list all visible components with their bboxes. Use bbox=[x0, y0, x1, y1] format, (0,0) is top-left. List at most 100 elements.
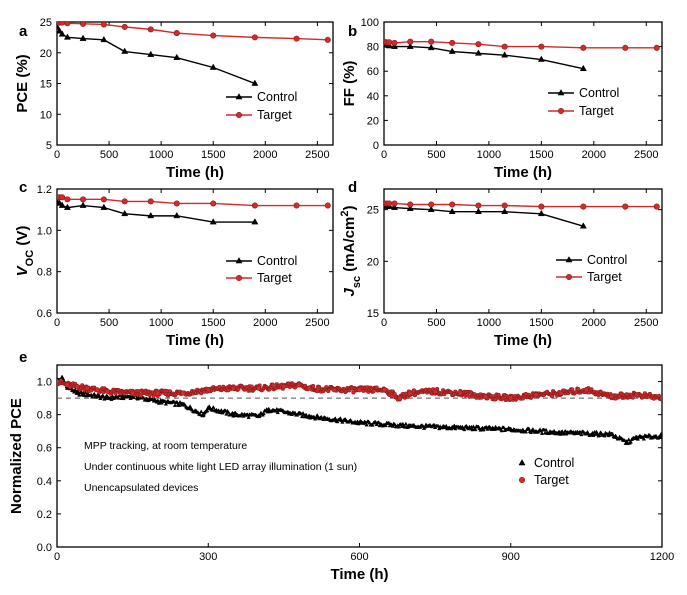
legend-label: Target bbox=[587, 270, 622, 284]
data-point bbox=[94, 393, 101, 399]
data-point bbox=[634, 392, 640, 398]
data-point bbox=[130, 390, 136, 396]
data-point bbox=[653, 44, 660, 51]
panel-letter: c bbox=[19, 179, 27, 196]
x-axis-title: Time (h) bbox=[330, 566, 388, 583]
series-line bbox=[57, 22, 328, 41]
data-point bbox=[659, 395, 662, 401]
data-point bbox=[508, 395, 514, 401]
data-point bbox=[74, 390, 80, 395]
data-point bbox=[622, 203, 629, 210]
series-line bbox=[384, 43, 584, 70]
plot-frame bbox=[56, 188, 334, 314]
y-tick-label: 0.4 bbox=[37, 476, 52, 488]
trace-mark bbox=[138, 393, 143, 398]
data-point bbox=[84, 385, 90, 391]
y-axis-symbol: J bbox=[341, 287, 358, 296]
data-point bbox=[173, 30, 180, 37]
data-point bbox=[121, 23, 128, 30]
trace-mark bbox=[90, 394, 95, 399]
data-point bbox=[79, 201, 87, 208]
x-tick-label: 2500 bbox=[634, 149, 658, 161]
trace-mark bbox=[83, 390, 88, 395]
plot-area bbox=[384, 200, 660, 229]
data-point bbox=[386, 200, 393, 207]
data-point bbox=[331, 387, 337, 393]
series-target bbox=[384, 38, 660, 51]
trace-mark bbox=[261, 411, 266, 416]
x-tick-label: 1000 bbox=[477, 317, 501, 329]
data-point bbox=[251, 202, 258, 209]
data-point bbox=[147, 50, 155, 57]
trace-mark bbox=[371, 389, 376, 394]
data-point bbox=[255, 413, 262, 419]
y-tick-label: 1.0 bbox=[37, 377, 52, 389]
data-point bbox=[251, 34, 258, 41]
data-point bbox=[474, 207, 482, 215]
trace-mark bbox=[249, 384, 254, 389]
legend-label: Target bbox=[579, 104, 614, 118]
y-axis-subscript: OC bbox=[24, 250, 36, 267]
data-point bbox=[58, 30, 66, 37]
legend-label: Control bbox=[534, 456, 574, 470]
y-tick-label: 10 bbox=[40, 109, 52, 121]
series-line bbox=[57, 196, 328, 207]
panel-letter: d bbox=[348, 179, 357, 196]
data-point bbox=[406, 204, 414, 211]
data-point bbox=[251, 79, 259, 86]
trace-mark bbox=[333, 416, 338, 420]
x-tick-label: 1500 bbox=[529, 317, 553, 329]
x-tick-label: 1000 bbox=[149, 317, 173, 329]
data-point bbox=[579, 64, 587, 72]
y-tick-label: 15 bbox=[40, 79, 52, 91]
trace-mark bbox=[335, 419, 340, 424]
data-point bbox=[100, 22, 107, 28]
data-point bbox=[147, 211, 155, 219]
plot-area bbox=[384, 38, 660, 72]
data-point bbox=[558, 429, 564, 435]
data-point bbox=[205, 405, 211, 410]
trace-mark bbox=[226, 409, 231, 414]
trace-mark bbox=[400, 421, 405, 426]
data-point bbox=[457, 390, 463, 396]
trace-mark bbox=[570, 387, 575, 392]
x-tick-label: 0 bbox=[54, 551, 60, 563]
legend-label: Control bbox=[257, 90, 297, 104]
data-point bbox=[407, 423, 413, 428]
panel-letter: e bbox=[19, 349, 27, 366]
data-point bbox=[428, 38, 435, 45]
x-tick-label: 600 bbox=[350, 551, 368, 563]
series-control bbox=[57, 374, 662, 446]
trace-mark bbox=[501, 425, 506, 430]
trace-mark bbox=[641, 436, 646, 441]
data-point bbox=[427, 205, 435, 212]
data-point bbox=[155, 398, 161, 404]
trace-mark bbox=[199, 409, 204, 414]
data-point bbox=[59, 22, 66, 26]
data-point bbox=[230, 385, 236, 391]
plot-area bbox=[57, 374, 662, 446]
data-point bbox=[537, 209, 545, 217]
trace-mark bbox=[163, 401, 169, 406]
y-tick-label: 40 bbox=[367, 91, 379, 103]
annotation: MPP tracking, at room temperature bbox=[84, 440, 247, 452]
trace-mark bbox=[473, 427, 478, 432]
data-point bbox=[407, 390, 413, 396]
data-point bbox=[59, 194, 66, 201]
data-point bbox=[209, 218, 217, 225]
x-tick-label: 500 bbox=[427, 317, 445, 329]
data-point bbox=[538, 203, 545, 210]
legend-marker bbox=[235, 274, 243, 282]
data-point bbox=[386, 39, 393, 46]
trace-mark bbox=[622, 438, 627, 443]
data-point bbox=[64, 196, 71, 203]
trace-mark bbox=[576, 387, 581, 392]
trace-mark bbox=[597, 433, 602, 437]
trace-mark bbox=[628, 439, 633, 444]
data-point bbox=[251, 218, 259, 225]
y-axis-unit: (V) bbox=[14, 226, 31, 250]
trace-mark bbox=[630, 395, 635, 400]
trace-mark bbox=[520, 396, 525, 401]
trace-mark bbox=[389, 394, 394, 399]
trace-mark bbox=[116, 395, 121, 400]
